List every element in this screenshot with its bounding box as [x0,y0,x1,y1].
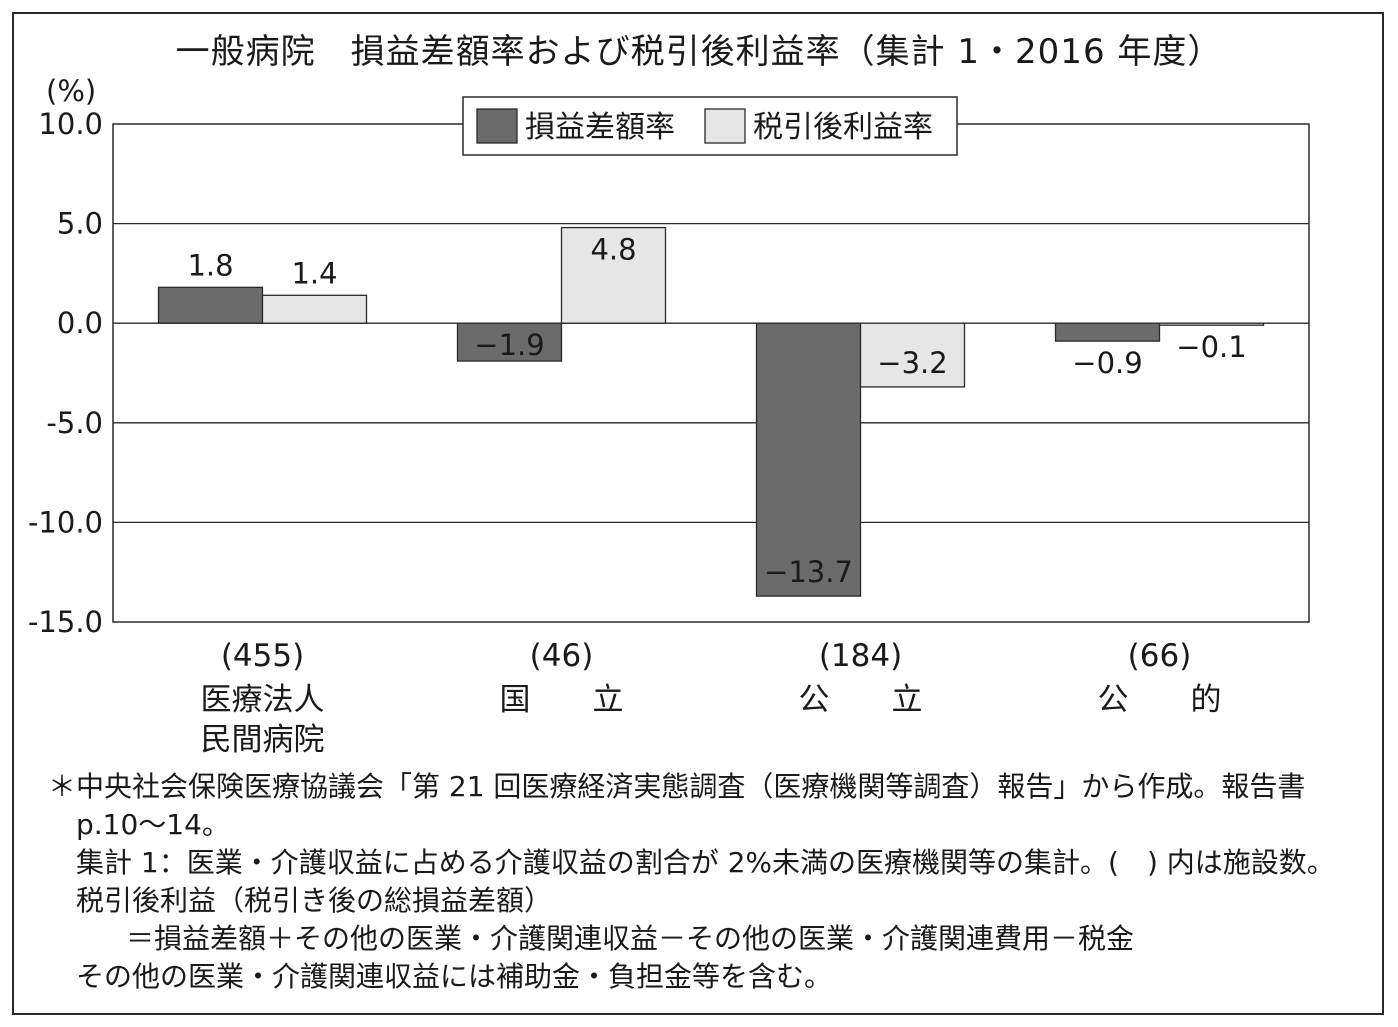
data-label: −0.9 [1072,346,1142,380]
note-pages: p.10〜14。 [76,808,230,841]
category-name: 公 的 [1098,682,1222,718]
category-name: 公 立 [799,682,923,718]
data-label: −3.2 [877,346,947,380]
legend-label: 税引後利益率 [753,110,933,145]
y-tick-label: 10.0 [38,107,103,141]
bar-after-tax-profit-rate [859,322,966,388]
category-count: (46) [530,638,594,674]
y-axis-unit: (%) [46,74,97,108]
category-name: 民間病院 [201,722,325,758]
note-other-revenue: その他の医業・介護関連収益には補助金・負担金等を含む。 [76,960,833,993]
bar-loss-profit-rate [157,286,264,324]
data-label: 1.8 [187,248,233,282]
legend-label: 損益差額率 [525,110,675,145]
data-label: 4.8 [590,233,636,267]
y-tick-label: 5.0 [57,207,103,241]
data-label: 1.4 [291,256,337,290]
category-count: (455) [221,638,304,674]
bar-after-tax-profit-rate [1158,322,1265,326]
legend-swatch [704,108,746,144]
note-aggregation: 集計 1：医業・介護収益に占める介護収益の割合が 2%未満の医療機関等の集計。(… [76,846,1335,879]
category-count: (184) [819,638,902,674]
category-name: 医療法人 [201,682,325,718]
y-tick-label: -15.0 [28,605,103,639]
y-tick-label: 0.0 [57,306,103,340]
bar-loss-profit-rate [1054,322,1161,342]
data-label: −1.9 [474,328,544,362]
legend-swatch [476,108,518,144]
bar-after-tax-profit-rate [560,226,667,324]
note-profit-formula: ＝損益差額＋その他の医業・介護関連収益－その他の医業・介護関連費用－税金 [126,922,1135,955]
footnotes: ＊中央社会保険医療協議会「第 21 回医療経済実態調査（医療機関等調査）報告」か… [48,768,1368,996]
data-label: −13.7 [764,555,853,589]
figure-frame [12,12,1384,1015]
chart-title: 一般病院 損益差額率および税引後利益率（集計 1・2016 年度） [175,32,1223,72]
category-name: 国 立 [500,682,624,718]
data-label: −0.1 [1176,330,1246,364]
y-tick-label: -10.0 [28,505,103,539]
note-source: ＊中央社会保険医療協議会「第 21 回医療経済実態調査（医療機関等調査）報告」か… [48,770,1306,803]
category-count: (66) [1128,638,1192,674]
bar-after-tax-profit-rate [261,294,368,324]
note-profit-definition: 税引後利益（税引き後の総損益差額） [76,884,553,917]
bar-loss-profit-rate [755,322,862,597]
bar-loss-profit-rate [456,322,563,362]
y-tick-label: -5.0 [46,406,103,440]
